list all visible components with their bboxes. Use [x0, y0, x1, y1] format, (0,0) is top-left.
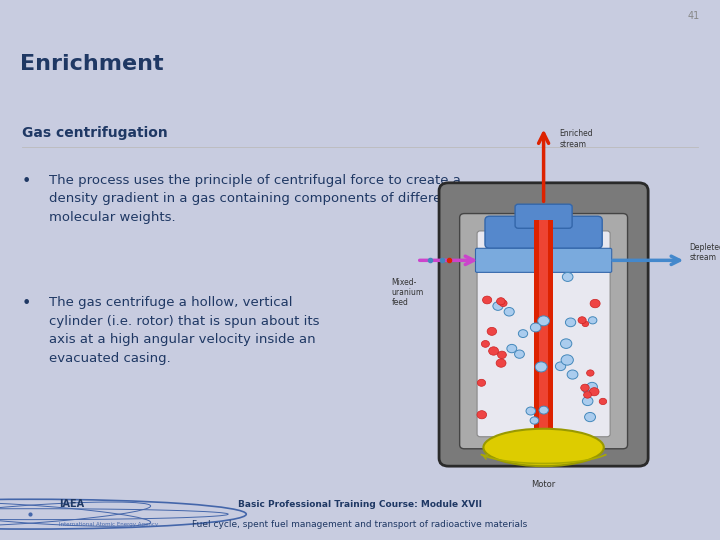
Circle shape [599, 399, 607, 404]
Circle shape [590, 299, 600, 308]
Circle shape [515, 350, 524, 358]
Text: Mixed-
uranium
feed: Mixed- uranium feed [392, 278, 424, 307]
Text: •: • [22, 296, 31, 312]
Text: International Atomic Energy Agency: International Atomic Energy Agency [59, 522, 158, 526]
Circle shape [482, 341, 490, 347]
Circle shape [565, 318, 576, 327]
Circle shape [562, 273, 573, 281]
Text: The gas centrifuge a hollow, vertical
cylinder (i.e. rotor) that is spun about i: The gas centrifuge a hollow, vertical cy… [49, 296, 320, 365]
Circle shape [585, 413, 595, 422]
Circle shape [538, 316, 549, 326]
Circle shape [539, 406, 549, 414]
Circle shape [482, 296, 492, 304]
Circle shape [582, 397, 593, 406]
Circle shape [477, 410, 487, 419]
Circle shape [530, 417, 539, 424]
Circle shape [581, 384, 589, 392]
Circle shape [504, 307, 514, 316]
FancyBboxPatch shape [477, 231, 610, 437]
Circle shape [578, 317, 586, 323]
Text: Fuel cycle, spent fuel management and transport of radioactive materials: Fuel cycle, spent fuel management and tr… [192, 519, 528, 529]
Circle shape [496, 359, 506, 367]
Circle shape [555, 362, 566, 370]
FancyBboxPatch shape [485, 216, 602, 248]
Circle shape [518, 330, 528, 338]
Text: 41: 41 [688, 11, 700, 22]
Circle shape [561, 355, 573, 365]
Circle shape [477, 379, 485, 386]
Text: Basic Professional Training Course: Module XVII: Basic Professional Training Course: Modu… [238, 500, 482, 509]
Circle shape [587, 370, 594, 376]
Circle shape [535, 362, 547, 372]
FancyBboxPatch shape [459, 213, 628, 449]
Circle shape [587, 382, 598, 392]
Circle shape [582, 385, 593, 394]
Circle shape [507, 345, 517, 353]
Circle shape [489, 347, 498, 355]
Text: •: • [22, 174, 31, 188]
Circle shape [560, 339, 572, 348]
FancyBboxPatch shape [439, 183, 648, 466]
Text: Motor: Motor [531, 480, 556, 489]
FancyBboxPatch shape [475, 248, 612, 272]
Circle shape [487, 327, 497, 335]
Circle shape [497, 298, 505, 305]
Circle shape [567, 370, 578, 379]
Circle shape [584, 392, 591, 398]
FancyBboxPatch shape [515, 204, 572, 228]
Circle shape [588, 317, 597, 324]
Bar [539, 220, 549, 440]
Circle shape [498, 351, 506, 359]
Text: Enrichment: Enrichment [20, 53, 163, 73]
Circle shape [493, 302, 503, 310]
Ellipse shape [483, 429, 604, 466]
Text: Depleted
stream: Depleted stream [689, 242, 720, 262]
Text: The process uses the principle of centrifugal force to create a
density gradient: The process uses the principle of centri… [49, 174, 461, 224]
Bar [534, 220, 553, 440]
Circle shape [582, 321, 589, 327]
Circle shape [526, 407, 536, 415]
Circle shape [531, 323, 541, 332]
Text: Enriched
stream: Enriched stream [559, 130, 593, 148]
Circle shape [590, 388, 599, 396]
Text: Gas centrifugation: Gas centrifugation [22, 126, 167, 140]
Circle shape [499, 300, 507, 307]
Text: IAEA: IAEA [59, 500, 84, 509]
